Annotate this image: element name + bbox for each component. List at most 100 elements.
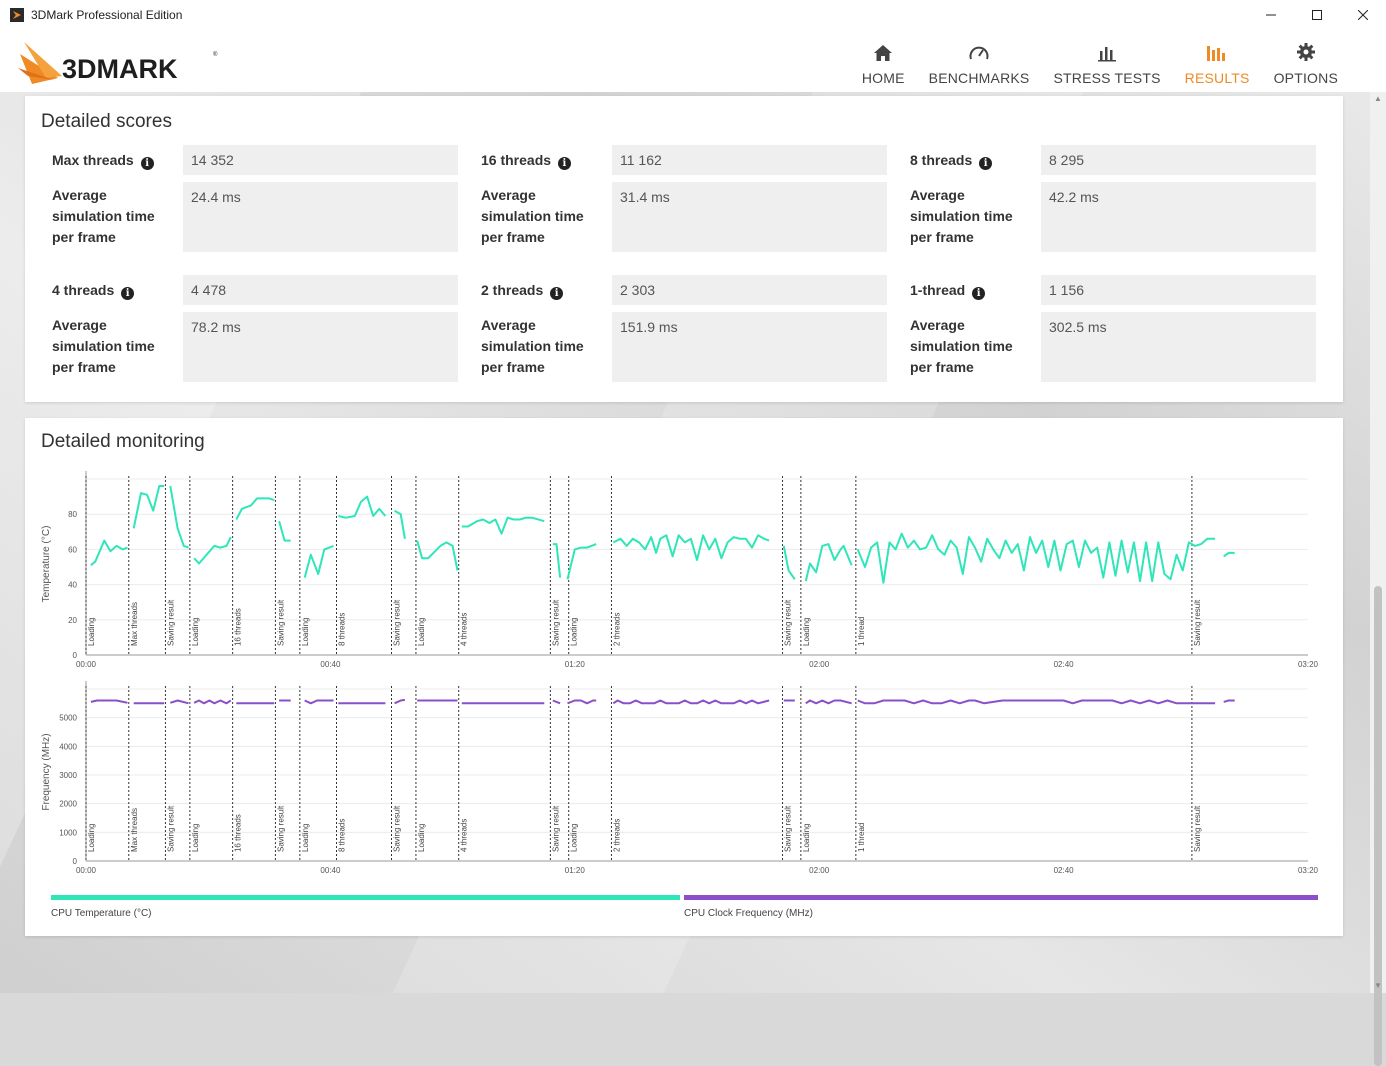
detailed-scores-panel: Detailed scores Max threads i 14 352 Ave… xyxy=(25,96,1343,402)
nav-home[interactable]: HOME xyxy=(850,30,917,92)
nav-results[interactable]: RESULTS xyxy=(1173,30,1262,92)
score-value-4-threads: 4 478 xyxy=(183,275,458,305)
x-tick-label: 00:40 xyxy=(320,866,341,875)
avg-time-label: Average simulation time per frame xyxy=(481,187,584,245)
title-bar: 3DMark Professional Edition xyxy=(0,0,1386,30)
info-icon[interactable]: i xyxy=(550,287,564,300)
phase-label: Saving result xyxy=(784,599,793,646)
detailed-scores-title: Detailed scores xyxy=(41,111,172,132)
maximize-icon xyxy=(1312,10,1322,20)
brand-logo[interactable]: 3DMARK ® xyxy=(18,38,228,84)
phase-label: Loading xyxy=(570,618,579,646)
avg-time-16-threads: 31.4 ms xyxy=(612,182,887,252)
y-tick-label: 4000 xyxy=(59,742,77,751)
avg-time-8-threads: 42.2 ms xyxy=(1041,182,1316,252)
phase-label: Saving result xyxy=(166,599,175,646)
info-icon[interactable]: i xyxy=(140,157,154,170)
speedometer-icon xyxy=(969,46,989,60)
avg-time-label: Average simulation time per frame xyxy=(481,317,584,375)
series-line xyxy=(552,543,562,578)
x-tick-label: 03:20 xyxy=(1298,866,1319,875)
legend-temperature-swatch xyxy=(51,895,680,900)
phase-label: 16 threads xyxy=(234,608,243,646)
window-title: 3DMark Professional Edition xyxy=(31,8,183,22)
series-line xyxy=(805,699,852,705)
info-icon[interactable]: i xyxy=(121,287,135,300)
y-tick-label: 80 xyxy=(68,510,77,519)
y-axis-label: Temperature (°C) xyxy=(41,526,52,603)
phase-label: Saving result xyxy=(551,805,560,852)
x-tick-label: 00:00 xyxy=(76,660,97,669)
y-tick-label: 0 xyxy=(73,857,78,866)
vertical-scrollbar[interactable]: ▲ ▼ xyxy=(1370,92,1386,1066)
monitoring-charts: 0 20 40 60 80 Temperature (°C) 00:00 00:40 01:20… xyxy=(41,471,1319,875)
phase-label: Loading xyxy=(191,618,200,646)
phase-label: Saving result xyxy=(393,805,402,852)
x-tick-label: 02:40 xyxy=(1054,660,1075,669)
phase-label: Saving result xyxy=(166,805,175,852)
phase-label: Loading xyxy=(87,824,96,852)
info-icon[interactable]: i xyxy=(557,157,571,170)
x-tick-label: 03:20 xyxy=(1298,660,1319,669)
phase-label: Saving result xyxy=(276,599,285,646)
series-line xyxy=(857,699,1216,705)
series-line xyxy=(90,699,128,704)
phase-label: Saving result xyxy=(1193,599,1202,646)
legend-frequency: CPU Clock Frequency (MHz) xyxy=(684,895,1318,919)
phase-label: 8 threads xyxy=(338,613,347,646)
series-line xyxy=(612,699,770,705)
info-icon[interactable]: i xyxy=(972,287,986,300)
series-line xyxy=(90,539,128,566)
series-line xyxy=(394,698,406,705)
phase-label: 16 threads xyxy=(234,814,243,852)
info-icon[interactable]: i xyxy=(979,157,993,170)
maximize-button[interactable] xyxy=(1294,0,1340,30)
nav-stress-tests[interactable]: STRESS TESTS xyxy=(1041,30,1172,92)
app-header: 3DMARK ® HOME BENCHMARKS STRESS TESTS RE… xyxy=(0,30,1386,92)
legend-temperature-label: CPU Temperature (°C) xyxy=(51,908,152,919)
legend-temperature: CPU Temperature (°C) xyxy=(51,895,680,919)
series-line xyxy=(338,495,387,519)
detailed-monitoring-title: Detailed monitoring xyxy=(41,431,205,452)
avg-time-2-threads: 151.9 ms xyxy=(612,312,887,382)
minimize-button[interactable] xyxy=(1248,0,1294,30)
y-tick-label: 0 xyxy=(73,651,78,660)
score-label-8-threads: 8 threads i xyxy=(910,150,993,171)
series-line xyxy=(235,497,275,520)
phase-label: 1 thread xyxy=(857,823,866,852)
x-tick-label: 02:00 xyxy=(809,866,830,875)
phase-label: Loading xyxy=(87,618,96,646)
y-tick-label: 60 xyxy=(68,545,77,554)
phase-label: 2 threads xyxy=(612,819,621,852)
score-label-1-thread: 1-thread i xyxy=(910,280,986,301)
series-line xyxy=(278,520,291,542)
phase-label: Saving result xyxy=(276,805,285,852)
score-label-max-threads: Max threads i xyxy=(52,150,154,171)
y-tick-label: 5000 xyxy=(59,714,77,723)
series-line xyxy=(856,532,1216,584)
phase-label: Loading xyxy=(802,824,811,852)
x-tick-label: 01:20 xyxy=(565,660,586,669)
series-line xyxy=(169,485,189,549)
avg-time-label: Average simulation time per frame xyxy=(52,317,155,375)
series-line xyxy=(169,699,189,705)
series-line xyxy=(461,516,545,535)
nav-benchmarks[interactable]: BENCHMARKS xyxy=(917,30,1042,92)
score-label-2-threads: 2 threads i xyxy=(481,280,564,301)
series-line xyxy=(303,544,334,578)
score-value-2-threads: 2 303 xyxy=(612,275,887,305)
scroll-down-arrow[interactable]: ▼ xyxy=(1374,981,1382,990)
score-value-max-threads: 14 352 xyxy=(183,145,458,175)
x-tick-label: 00:00 xyxy=(76,866,97,875)
minimize-icon xyxy=(1266,14,1276,16)
nav-options[interactable]: OPTIONS xyxy=(1262,30,1350,92)
score-label-4-threads: 4 threads i xyxy=(52,280,135,301)
phase-label: Loading xyxy=(417,824,426,852)
x-tick-label: 01:20 xyxy=(565,866,586,875)
close-button[interactable] xyxy=(1340,0,1386,30)
phase-label: Loading xyxy=(301,824,310,852)
avg-time-label: Average simulation time per frame xyxy=(52,187,155,245)
nav-stress-tests-label: STRESS TESTS xyxy=(1053,70,1161,86)
scroll-thumb[interactable] xyxy=(1374,586,1382,1066)
scroll-up-arrow[interactable]: ▲ xyxy=(1374,94,1382,103)
